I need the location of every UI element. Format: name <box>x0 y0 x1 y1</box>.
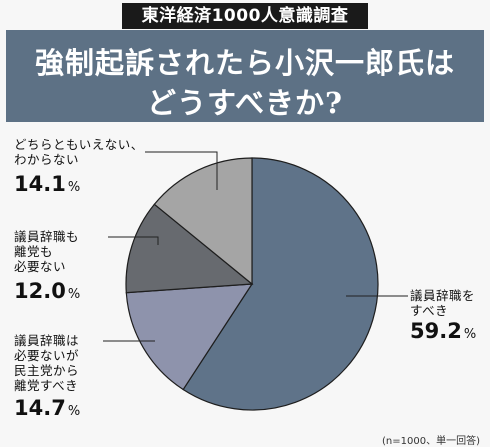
label-s1: 議員辞職を すべき <box>410 288 476 318</box>
pie-slice-1 <box>182 157 379 411</box>
label-s3: 議員辞職も 離党も 必要ない <box>14 229 80 274</box>
title-band: 強制起訴されたら小沢一郎氏は どうすべきか? <box>6 30 484 122</box>
leader-line-s3 <box>108 236 159 245</box>
pct-s2: 14.7% <box>14 396 81 420</box>
pct-s4: 14.1% <box>14 172 81 196</box>
label-s4: どちらともいえない、 わからない <box>14 137 144 167</box>
survey-tag: 東洋経済1000人意識調査 <box>122 3 368 29</box>
label-s2: 議員辞職は 必要ないが 民主党から 離党すべき <box>14 333 80 393</box>
pie-slice-2 <box>125 283 254 391</box>
chart-title-line-1: 強制起訴されたら小沢一郎氏は <box>34 46 455 80</box>
chart-title-line-2: どうすべきか? <box>147 86 343 120</box>
sample-note: (n=1000、単一回答) <box>382 436 480 447</box>
pct-s1: 59.2% <box>410 319 477 343</box>
pie-slice-4 <box>153 157 253 286</box>
pie-slice-3 <box>125 203 254 294</box>
leader-line-s4 <box>145 151 218 190</box>
pct-s3: 12.0% <box>14 279 81 303</box>
